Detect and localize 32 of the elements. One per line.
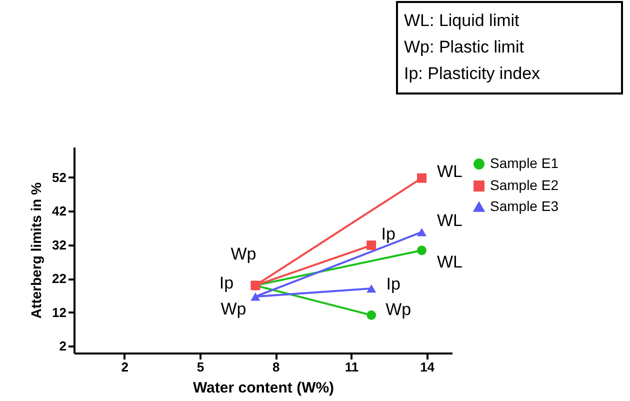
- legend-label: Sample E2: [490, 177, 559, 193]
- x-tick-label: 2: [121, 360, 129, 374]
- y-axis-title: Atterberg limits in %: [28, 182, 44, 319]
- legend-label: Sample E3: [490, 198, 559, 214]
- y-tick-label: 32: [52, 237, 66, 252]
- annotation: Wp: [386, 300, 412, 320]
- y-tick-label: 12: [52, 304, 66, 320]
- y-tick-label: 42: [52, 204, 66, 219]
- point: [417, 246, 427, 256]
- annotation: WL: [437, 162, 463, 182]
- point: [366, 240, 376, 250]
- annotation: Ip: [381, 224, 396, 244]
- legend-label: Sample E1: [490, 155, 559, 171]
- annotation: Ip: [219, 273, 234, 292]
- text: Wp: Plastic limit: [404, 38, 524, 56]
- x-tick-label: 11: [344, 360, 359, 374]
- y-tick-label: 52: [52, 170, 66, 185]
- annotation: Wp: [220, 300, 246, 319]
- x-tick-label: 8: [272, 360, 280, 374]
- annotation: Wp: [230, 244, 256, 264]
- y-tick-label: 22: [52, 271, 66, 286]
- x-axis-title: Water content (W%): [192, 380, 334, 396]
- text: Ip: Plasticity index: [404, 64, 541, 83]
- x-tick-label: 5: [196, 360, 204, 374]
- point: [417, 173, 427, 183]
- y-tick-label: 2: [59, 338, 66, 354]
- annotation: Ip: [386, 274, 400, 294]
- text: WL: Liquid limit: [404, 11, 520, 30]
- x-tick-label: 14: [420, 360, 436, 374]
- annotation: WL: [437, 211, 463, 230]
- annotation: WL: [437, 252, 463, 272]
- point: [417, 228, 427, 236]
